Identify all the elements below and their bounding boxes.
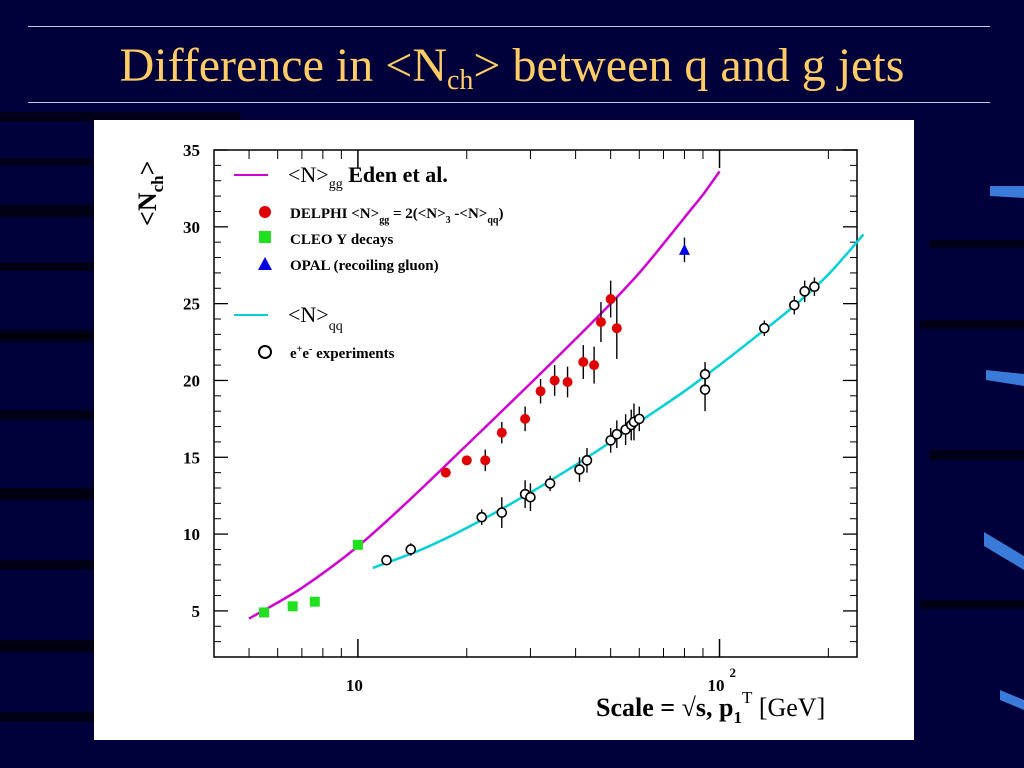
y-tick-label: 10	[183, 525, 200, 544]
point-cleo-decays	[287, 601, 298, 612]
point-e-e-experiments	[496, 507, 508, 518]
point-delphi	[535, 386, 546, 397]
point-e-e-experiments	[581, 455, 593, 466]
point-e-e-experiments	[476, 511, 488, 523]
background-accent-marks	[984, 186, 1024, 710]
y-tick-label: 20	[183, 371, 200, 390]
legend-qq-label: <N>qq	[288, 302, 343, 334]
y-tick-label: 15	[183, 448, 200, 467]
legend-opal-label: OPAL (recoiling gluon)	[290, 258, 439, 274]
point-e-e-experiments	[544, 478, 556, 489]
x-tick-label-exponent: 2	[730, 665, 737, 680]
plot-frame-rect	[213, 149, 858, 658]
y-tick-label: 5	[192, 602, 201, 621]
point-delphi	[605, 294, 616, 305]
point-e-e-experiments	[799, 286, 810, 297]
legend-ee-marker	[258, 345, 272, 359]
legend-opal-marker	[258, 257, 272, 270]
point-delphi	[549, 375, 560, 386]
y-tick-label: 35	[183, 141, 200, 160]
point-delphi	[496, 427, 507, 438]
point-cleo-decays	[259, 607, 270, 618]
point-e-e-experiments	[381, 554, 392, 566]
point-e-e-experiments	[633, 413, 645, 425]
title-suffix: > between q and g jets	[473, 39, 905, 92]
x-axis-label: Scale = √s, p1T [GeV]	[596, 688, 825, 727]
point-delphi	[611, 323, 622, 334]
point-e-e-experiments	[405, 544, 417, 555]
point-delphi	[562, 376, 573, 387]
y-tick-label: 25	[183, 295, 200, 314]
point-e-e-experiments	[789, 299, 800, 311]
slide-title: Difference in <Nch> between q and g jets	[0, 36, 1024, 96]
legend-ee-label: e+e- experiments	[290, 344, 395, 362]
legend-cleo-marker	[259, 231, 271, 243]
legend: <N>gg Eden et al. DELPHI <N>gg = 2(<N>3 …	[234, 162, 503, 362]
curve-n-qq	[372, 233, 865, 570]
point-cleo-decays	[309, 596, 320, 607]
point-opal-recoiling-gluon	[678, 243, 690, 255]
point-delphi	[461, 455, 472, 466]
data-points	[259, 237, 820, 618]
point-e-e-experiments	[611, 428, 623, 440]
y-tick-label: 30	[183, 218, 200, 237]
legend-delphi-label: DELPHI <N>gg = 2(<N>3 -<N>qq)	[290, 206, 503, 226]
point-e-e-experiments	[699, 369, 711, 380]
point-delphi	[440, 467, 451, 478]
plot-panel: 5 10 15 20 25 30 35 10 10 2 <N>gg Eden et al. DEL…	[94, 120, 914, 740]
chart: 5 10 15 20 25 30 35 10 10 2 <N>gg Eden et al. DEL…	[133, 141, 865, 727]
plot-frame	[213, 149, 858, 658]
title-bottom-rule	[28, 102, 990, 103]
legend-gg-label: <N>gg Eden et al.	[288, 162, 448, 192]
point-e-e-experiments	[574, 464, 585, 475]
point-e-e-experiments	[758, 322, 770, 334]
point-delphi	[520, 413, 531, 424]
axis-ticks: 5 10 15 20 25 30 35 10 10 2	[183, 141, 857, 695]
legend-delphi-marker	[259, 206, 271, 218]
point-delphi	[595, 317, 606, 328]
point-e-e-experiments	[809, 281, 820, 293]
x-tick-label: 10	[708, 676, 725, 695]
point-e-e-experiments	[525, 491, 536, 503]
legend-cleo-label: CLEO Υ decays	[290, 232, 394, 248]
point-e-e-experiments	[605, 435, 616, 446]
y-axis-label: <Nch>	[133, 161, 167, 226]
point-delphi	[578, 357, 589, 368]
point-cleo-decays	[352, 539, 363, 550]
title-top-rule	[28, 26, 990, 27]
x-tick-label: 10	[346, 676, 363, 695]
point-delphi	[480, 455, 491, 466]
title-prefix: Difference in <N	[119, 39, 447, 92]
point-delphi	[589, 360, 600, 371]
title-subscript: ch	[446, 65, 474, 96]
